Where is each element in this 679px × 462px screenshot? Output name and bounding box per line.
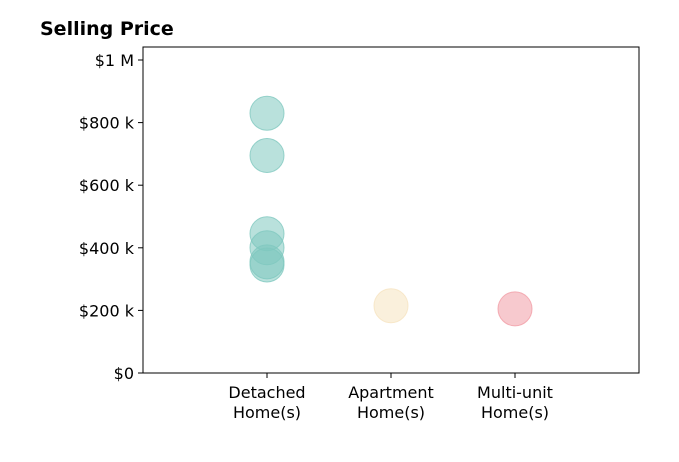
x-tick-label: Multi-unit Home(s) (477, 383, 553, 422)
data-point (497, 291, 533, 327)
x-tick-label: Detached Home(s) (228, 383, 305, 422)
y-tick-label: $200 k (79, 301, 135, 320)
x-axis: Detached Home(s) Apartment Home(s) Multi-uni… (228, 373, 553, 422)
y-tick-label: $600 k (79, 176, 135, 195)
x-tick-label: Apartment Home(s) (348, 383, 434, 422)
data-point (249, 137, 285, 173)
y-tick-label: $0 (114, 364, 134, 383)
y-tick-label: $800 k (79, 114, 135, 133)
y-tick-label: $400 k (79, 239, 135, 258)
data-point (249, 95, 285, 131)
plot-frame (142, 46, 640, 374)
data-point (249, 247, 285, 283)
chart-title: Selling Price (40, 18, 174, 40)
y-tick-label: $1 M (95, 51, 134, 70)
data-point (373, 288, 409, 324)
data-points (249, 95, 533, 327)
y-axis: $0 $200 k $400 k $600 k $800 k $1 M (79, 51, 143, 383)
